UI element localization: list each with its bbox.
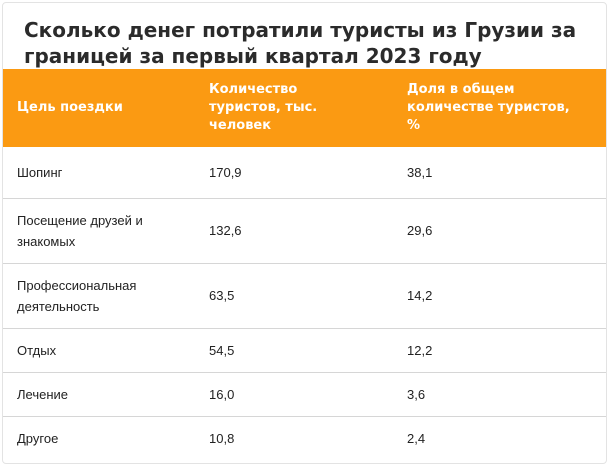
cell-share: 2,4	[407, 430, 426, 446]
table-row: Посещение друзей и знакомых 132,6 29,6	[3, 198, 606, 264]
cell-share: 38,1	[394, 147, 606, 199]
column-header-purpose: Цель поездки	[17, 100, 123, 115]
table-row: Профессиональная деятельность 63,5 14,2	[3, 263, 606, 329]
cell-share: 3,6	[394, 372, 606, 417]
table-title: Сколько денег потратили туристы из Грузи…	[24, 18, 577, 68]
cell-tourist-count: 16,0	[194, 372, 394, 417]
table-row: Отдых 54,5 12,2	[3, 328, 606, 373]
cell-purpose: Посещение друзей и знакомых	[3, 198, 194, 264]
cell-purpose: Отдых	[3, 328, 194, 373]
table-row: Другое 10,8 2,4	[3, 416, 606, 460]
cell-share: 14,2	[394, 263, 606, 329]
cell-tourist-count: 10,8	[209, 430, 235, 446]
table-header-row: Цель поездки Количество туристов, тыс. ч…	[3, 69, 606, 147]
table-card: Сколько денег потратили туристы из Грузи…	[2, 2, 607, 464]
cell-purpose: Шопинг	[3, 147, 194, 199]
cell-purpose: Лечение	[3, 372, 194, 417]
cell-share: 12,2	[394, 328, 606, 373]
table-row: Лечение 16,0 3,6	[3, 372, 606, 417]
cell-tourist-count: 170,9	[194, 147, 394, 199]
data-table: Цель поездки Количество туристов, тыс. ч…	[3, 69, 606, 460]
cell-tourist-count: 132,6	[194, 198, 394, 264]
column-header-tourist-count: Количество туристов, тыс. человек	[209, 82, 318, 133]
cell-purpose: Профессиональная деятельность	[3, 263, 194, 329]
column-header-share: Доля в общем количестве туристов, %	[407, 82, 570, 133]
cell-tourist-count: 54,5	[194, 328, 394, 373]
table-row: Шопинг 170,9 38,1	[3, 147, 606, 199]
cell-share: 29,6	[394, 198, 606, 264]
cell-tourist-count: 63,5	[194, 263, 394, 329]
cell-purpose: Другое	[17, 430, 59, 446]
